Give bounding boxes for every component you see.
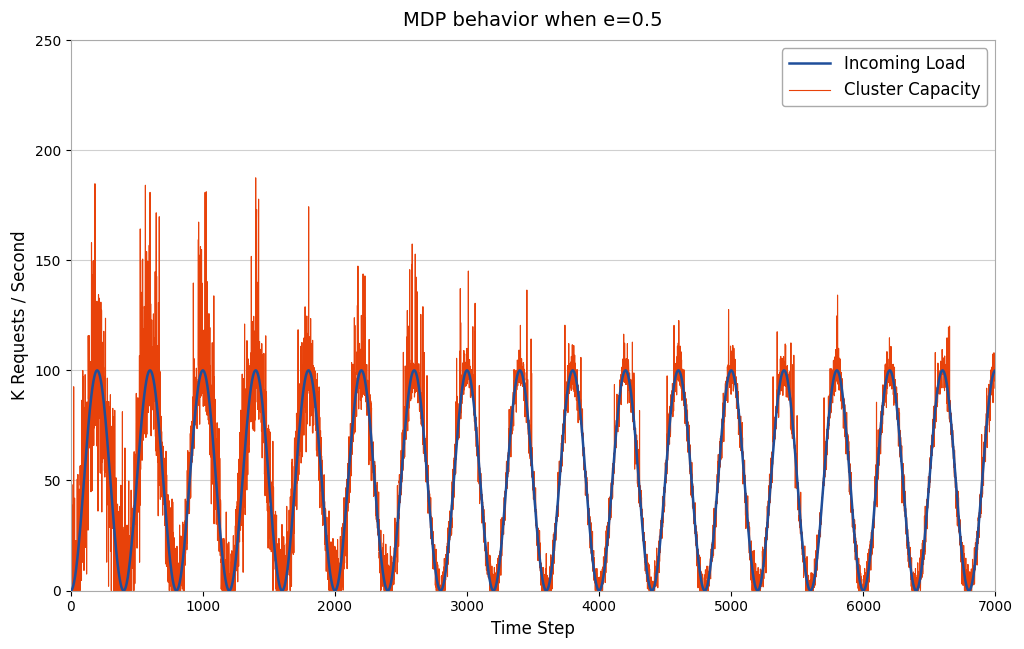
Y-axis label: K Requests / Second: K Requests / Second [11, 230, 29, 400]
Cluster Capacity [989, 363, 1001, 371]
Legend: Incoming Load, Cluster Capacity: Incoming Load, Cluster Capacity [782, 48, 987, 106]
Cluster Capacity [65, 587, 77, 594]
Line: Cluster Capacity: Cluster Capacity [71, 178, 995, 591]
Incoming Load [432, 583, 444, 591]
Line: Incoming Load: Incoming Load [71, 371, 995, 591]
Incoming Load [91, 367, 103, 374]
X-axis label: Time Step: Time Step [492, 620, 575, 638]
Incoming Load [414, 391, 426, 398]
Incoming Load [307, 382, 319, 389]
Cluster Capacity [113, 587, 125, 594]
Incoming Load [114, 573, 126, 581]
Title: MDP behavior when e=0.5: MDP behavior when e=0.5 [403, 11, 663, 30]
Cluster Capacity [512, 358, 524, 366]
Cluster Capacity [432, 587, 444, 594]
Incoming Load [512, 368, 524, 376]
Incoming Load [690, 535, 702, 543]
Cluster Capacity [307, 403, 319, 411]
Incoming Load [65, 587, 77, 594]
Incoming Load [989, 367, 1001, 374]
Cluster Capacity [414, 393, 426, 401]
Cluster Capacity [690, 543, 702, 551]
Cluster Capacity [250, 174, 262, 182]
